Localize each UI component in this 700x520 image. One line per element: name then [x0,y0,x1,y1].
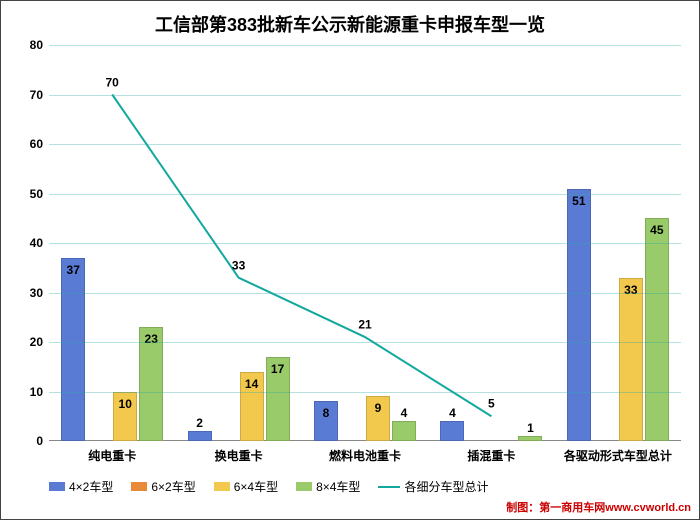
chart-title: 工信部第383批新车公示新能源重卡申报车型一览 [1,1,699,37]
y-tick-label: 50 [30,187,49,201]
grid-line [49,144,681,145]
bar-value-label: 45 [650,223,663,237]
y-tick-label: 30 [30,286,49,300]
bar-value-label: 2 [196,416,203,430]
grid-line [49,243,681,244]
legend-item: 6×4车型 [214,478,278,495]
legend-item: 各细分车型总计 [378,478,488,495]
legend-label: 6×2车型 [151,478,195,495]
bar-value-label: 37 [67,263,80,277]
chart-container: 工信部第383批新车公示新能源重卡申报车型一览 371023纯电重卡21417换… [0,0,700,520]
credit-text: 制图：第一商用车网www.cvworld.cn [506,499,691,515]
bar: 14 [240,372,264,441]
bar-value-label: 10 [119,397,132,411]
category-label: 换电重卡 [175,441,301,464]
y-tick-label: 60 [30,137,49,151]
legend-item: 8×4车型 [296,478,360,495]
legend-swatch [49,482,65,491]
category-label: 纯电重卡 [49,441,175,464]
legend-label: 各细分车型总计 [404,478,488,495]
bar: 10 [113,392,137,442]
line-value-label: 70 [106,75,119,89]
category-label: 燃料电池重卡 [302,441,428,464]
bar-value-label: 9 [375,401,382,415]
bar: 23 [139,327,163,441]
grid-line [49,342,681,343]
grid-line [49,194,681,195]
bar-value-label: 51 [572,194,585,208]
bar: 2 [188,431,212,441]
legend-swatch [296,482,312,491]
legend-item: 4×2车型 [49,478,113,495]
legend-swatch [131,482,147,491]
legend-swatch [214,482,230,491]
bar-value-label: 4 [449,406,456,420]
line-value-label: 33 [232,258,245,272]
bar: 45 [645,218,669,441]
y-tick-label: 20 [30,335,49,349]
bar: 8 [314,401,338,441]
bar-value-label: 8 [323,406,330,420]
y-tick-label: 10 [30,385,49,399]
bar: 4 [392,421,416,441]
y-tick-label: 0 [36,434,49,448]
y-tick-label: 80 [30,38,49,52]
y-tick-label: 70 [30,88,49,102]
plot-area: 371023纯电重卡21417换电重卡894燃料电池重卡41插混重卡513345… [49,45,681,441]
line-value-label: 21 [358,317,371,331]
bar: 37 [61,258,85,441]
legend-label: 6×4车型 [234,478,278,495]
bar: 4 [440,421,464,441]
bar-value-label: 33 [624,283,637,297]
bar-value-label: 23 [145,332,158,346]
legend-label: 4×2车型 [69,478,113,495]
category-label: 插混重卡 [428,441,554,464]
grid-line [49,95,681,96]
bar: 33 [619,278,643,441]
legend-line-swatch [378,486,400,488]
y-tick-label: 40 [30,236,49,250]
line-value-label: 5 [488,397,495,411]
bar: 9 [366,396,390,441]
grid-line [49,293,681,294]
legend: 4×2车型 6×2车型 6×4车型 8×4车型 各细分车型总计 [49,478,681,495]
bar-value-label: 17 [271,362,284,376]
legend-item: 6×2车型 [131,478,195,495]
bar-value-label: 4 [401,406,408,420]
bar: 51 [567,189,591,441]
bar-value-label: 1 [527,421,534,435]
grid-line [49,45,681,46]
legend-label: 8×4车型 [316,478,360,495]
category-label: 各驱动形式车型总计 [555,441,681,464]
grid-line [49,392,681,393]
bar-value-label: 14 [245,377,258,391]
bar: 17 [266,357,290,441]
